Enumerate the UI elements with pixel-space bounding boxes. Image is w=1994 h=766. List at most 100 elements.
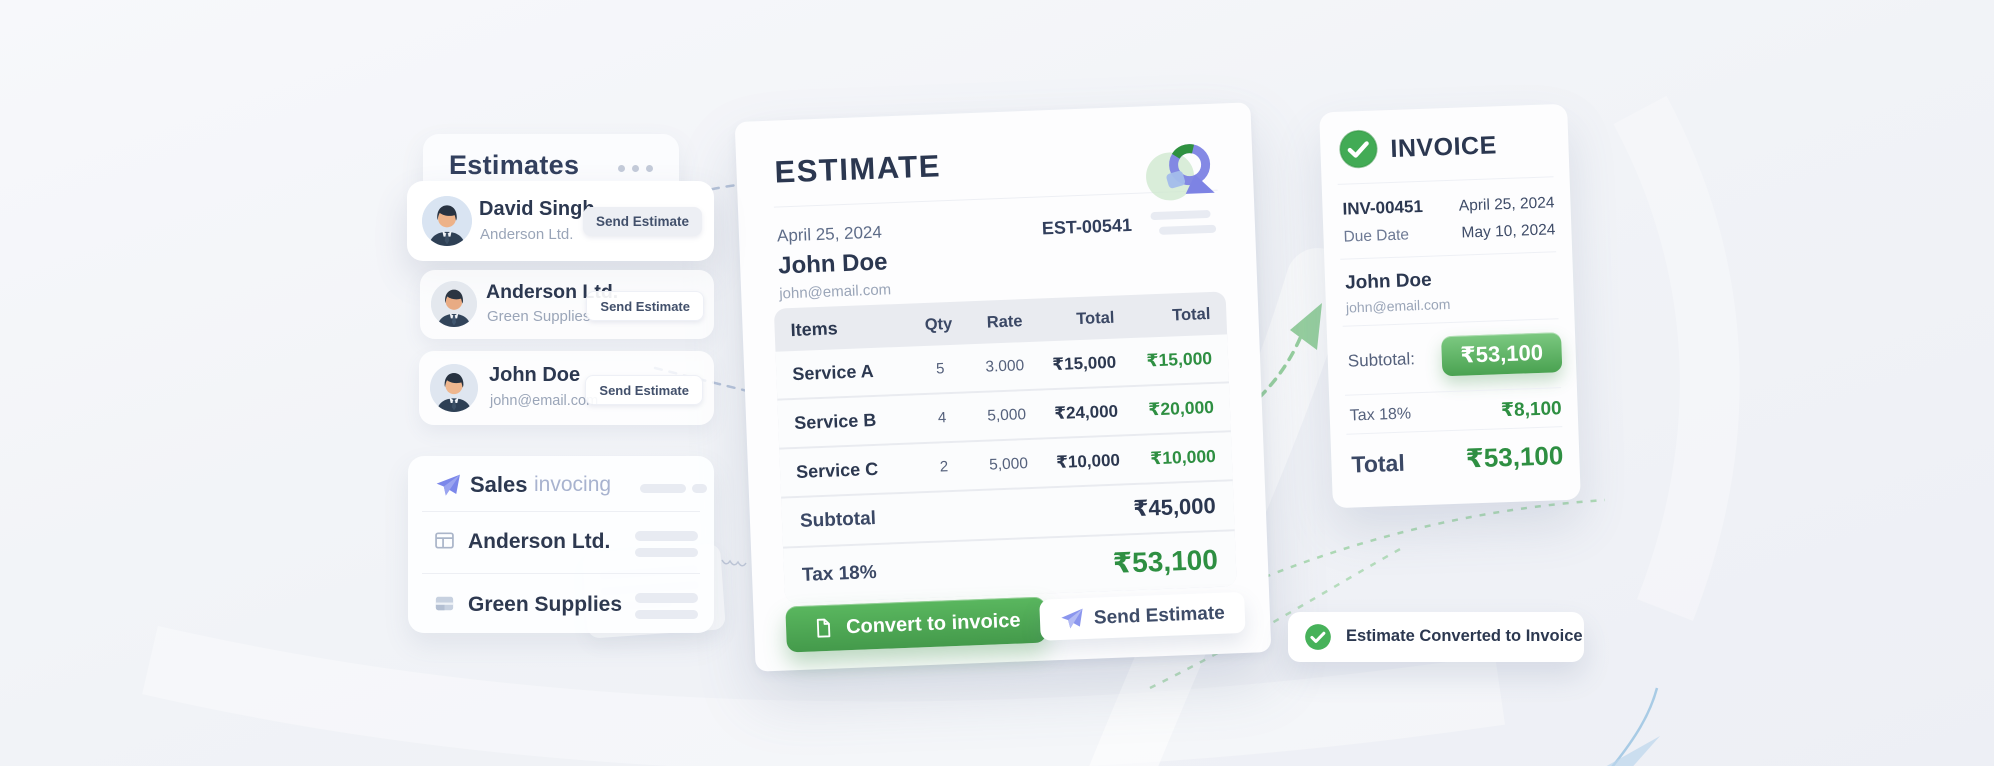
estimates-panel-title: Estimates — [449, 150, 580, 180]
client-row-label[interactable]: Anderson Ltd. — [468, 530, 611, 553]
dot — [646, 165, 653, 172]
ellipsis-menu-icon[interactable] — [618, 165, 653, 172]
invoice-title: INVOICE — [1389, 131, 1498, 163]
document-icon — [812, 617, 835, 640]
convert-to-invoice-button[interactable]: Convert to invoice — [785, 596, 1048, 653]
column-header: Qty — [924, 314, 953, 334]
invoice-card: INVOICE INV-00451 April 25, 2024 Due Dat… — [1319, 103, 1581, 509]
tax-label: Tax 18% — [1349, 405, 1412, 425]
divider — [1337, 176, 1554, 185]
convert-button-label: Convert to invoice — [845, 609, 1021, 638]
skeleton-line — [635, 593, 698, 603]
column-header: Total — [1171, 304, 1211, 325]
avatar — [430, 364, 478, 412]
sales-invoicing-panel: Sales invocing Anderson Ltd. Green Suppl… — [408, 456, 714, 633]
estimate-number: EST-00541 — [1041, 214, 1133, 239]
contact-name: Anderson Ltd. — [486, 281, 619, 303]
subtotal-label: Subtotal: — [1347, 349, 1416, 371]
item-name: Service A — [791, 360, 875, 385]
avatar — [422, 196, 472, 246]
card-icon — [433, 592, 456, 615]
column-header: Total — [1075, 308, 1115, 329]
dot — [618, 165, 625, 172]
divider — [1345, 387, 1561, 396]
skeleton-line — [640, 484, 686, 493]
item-rate: 5,000 — [986, 405, 1027, 425]
contact-name: David Singh — [479, 198, 595, 220]
divider — [1340, 251, 1557, 260]
skeleton-line — [635, 548, 698, 557]
item-rate: 3.000 — [985, 356, 1025, 376]
item-qty: 5 — [935, 360, 945, 378]
contact-subtitle: Green Supplies — [487, 308, 591, 325]
paper-plane-icon — [435, 473, 461, 499]
estimate-list-item[interactable]: Anderson Ltd. Green Supplies Send Estima… — [420, 270, 714, 339]
item-grand-total: ₹15,000 — [1146, 347, 1213, 371]
check-circle-icon — [1338, 128, 1379, 169]
avatar — [431, 281, 477, 327]
paper-plane-icon — [1060, 607, 1085, 632]
skeleton-line — [635, 610, 698, 619]
customer-email: john@email.com — [1345, 295, 1451, 316]
estimate-date: April 25, 2024 — [776, 222, 883, 246]
success-toast: Estimate Converted to Invoice — [1288, 612, 1584, 662]
send-estimate-button[interactable]: Send Estimate — [586, 291, 704, 321]
item-total: ₹15,000 — [1051, 352, 1117, 374]
customer-email: john@email.com — [778, 281, 892, 303]
total-value: ₹53,100 — [1465, 440, 1564, 474]
send-estimate-button[interactable]: Send Estimate — [582, 207, 702, 236]
sales-title: Sales — [470, 472, 528, 497]
send-estimate-button[interactable]: Send Estimate — [1039, 591, 1246, 641]
skeleton-line — [692, 484, 707, 493]
tax-value: ₹8,100 — [1500, 398, 1563, 422]
item-total: ₹10,000 — [1055, 450, 1121, 472]
tax-total-value: ₹53,100 — [1112, 543, 1219, 579]
toast-message: Estimate Converted to Invoice — [1346, 627, 1583, 645]
company-logo-icon — [1144, 138, 1220, 205]
skeleton-line — [1150, 209, 1211, 221]
item-name: Service B — [793, 409, 877, 434]
client-row-label[interactable]: Green Supplies — [468, 593, 623, 616]
due-date-label: Due Date — [1343, 226, 1410, 246]
estimate-document: ESTIMATE April 25, 2024 EST-00541 John D… — [734, 102, 1272, 672]
invoice-number: INV-00451 — [1342, 196, 1424, 219]
divider — [1342, 318, 1559, 327]
divider — [1346, 426, 1563, 435]
subtotal-label: Subtotal — [799, 507, 877, 532]
divider — [422, 511, 700, 512]
customer-name: John Doe — [777, 248, 888, 280]
item-total: ₹24,000 — [1053, 401, 1119, 423]
item-name: Service C — [795, 458, 879, 482]
line-items-table: Items Qty Rate Total Total Service A 5 3… — [773, 291, 1237, 604]
column-header: Items — [790, 318, 839, 341]
due-date-value: May 10, 2024 — [1461, 221, 1556, 242]
contact-subtitle: john@email.com — [490, 393, 599, 409]
item-qty: 4 — [937, 409, 947, 427]
estimate-title: ESTIMATE — [773, 148, 942, 190]
item-rate: 5,000 — [988, 454, 1029, 474]
item-grand-total: ₹10,000 — [1149, 445, 1217, 469]
skeleton-line — [635, 531, 698, 541]
item-qty: 2 — [939, 458, 949, 476]
column-header: Rate — [986, 312, 1023, 332]
sales-subtitle: invocing — [534, 473, 612, 496]
check-circle-icon — [1304, 623, 1332, 651]
invoice-date: April 25, 2024 — [1458, 194, 1555, 215]
customer-name: John Doe — [1344, 269, 1433, 294]
send-button-label: Send Estimate — [1093, 602, 1226, 629]
dot — [632, 165, 639, 172]
skeleton-line — [1158, 224, 1217, 235]
item-grand-total: ₹20,000 — [1147, 396, 1215, 420]
subtotal-value: ₹45,000 — [1132, 492, 1217, 522]
contact-name: John Doe — [489, 364, 581, 386]
send-estimate-button[interactable]: Send Estimate — [585, 375, 703, 405]
tax-label: Tax 18% — [801, 561, 878, 586]
subtotal-amount-badge: ₹53,100 — [1441, 332, 1563, 377]
table-icon — [433, 529, 456, 552]
estimate-list-item[interactable]: David Singh Anderson Ltd. Send Estimate — [407, 181, 714, 261]
contact-subtitle: Anderson Ltd. — [480, 226, 574, 243]
divider — [422, 573, 700, 574]
total-label: Total — [1351, 449, 1406, 478]
estimate-list-item[interactable]: John Doe john@email.com Send Estimate — [419, 351, 714, 425]
